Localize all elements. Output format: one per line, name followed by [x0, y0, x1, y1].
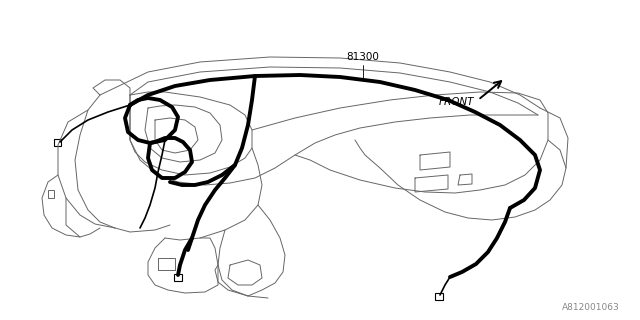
Text: A812001063: A812001063: [563, 303, 620, 312]
Text: FRONT: FRONT: [438, 97, 474, 107]
Bar: [54, 139, 61, 146]
Bar: [435, 293, 443, 300]
Text: 81300: 81300: [347, 52, 380, 62]
Bar: [48, 190, 54, 198]
Bar: [174, 274, 182, 281]
